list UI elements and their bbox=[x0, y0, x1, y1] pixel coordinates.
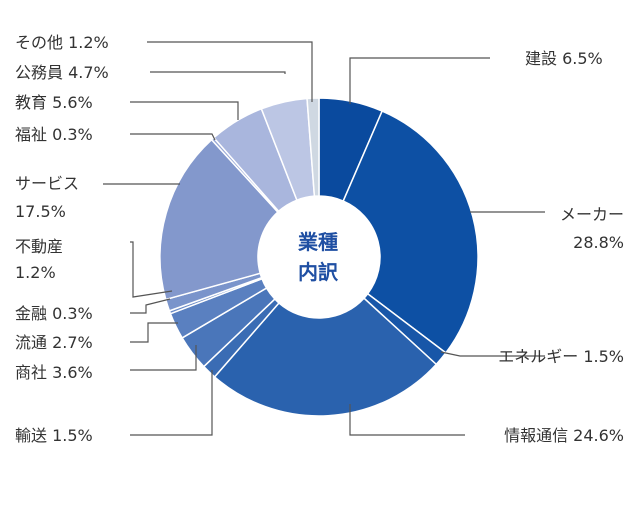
label-name-不動産: 不動産 bbox=[15, 237, 63, 256]
label-建設: 建設 6.5% bbox=[525, 49, 603, 68]
leader-line-不動産 bbox=[130, 241, 173, 298]
label-その他: その他 1.2% bbox=[15, 33, 109, 52]
label-輸送: 輸送 1.5% bbox=[15, 426, 93, 445]
label-金融: 金融 0.3% bbox=[15, 304, 93, 323]
slice-labels: 建設 6.5% メーカー 28.8% エネルギー 1.5% 情報通信 24.6% 輸送 1… bbox=[15, 33, 624, 445]
label-流通: 流通 2.7% bbox=[15, 333, 93, 352]
leader-line-公務員 bbox=[150, 71, 286, 74]
leader-line-金融 bbox=[130, 298, 171, 314]
donut-slices bbox=[159, 97, 479, 417]
leader-line-教育 bbox=[130, 101, 239, 120]
label-情報通信: 情報通信 24.6% bbox=[504, 426, 624, 445]
center-label-line-2: 内訳 bbox=[298, 260, 339, 284]
leader-line-商社 bbox=[130, 345, 197, 371]
slice-その他 bbox=[306, 97, 320, 197]
label-商社: 商社 3.6% bbox=[15, 363, 93, 382]
leader-line-情報通信 bbox=[349, 404, 465, 436]
label-value-メーカー: 28.8% bbox=[573, 233, 624, 252]
slice-メーカー bbox=[342, 110, 479, 354]
leader-line-建設 bbox=[349, 57, 490, 104]
leader-lines bbox=[103, 41, 545, 436]
label-value-不動産: 1.2% bbox=[15, 263, 56, 282]
leader-line-輸送 bbox=[130, 370, 213, 436]
center-label-line-1: 業種 bbox=[298, 230, 338, 254]
label-福祉: 福祉 0.3% bbox=[15, 125, 93, 144]
leader-line-福祉 bbox=[130, 133, 216, 141]
slice-サービス bbox=[159, 138, 279, 301]
label-value-サービス: 17.5% bbox=[15, 202, 66, 221]
label-教育: 教育 5.6% bbox=[15, 93, 93, 112]
leader-line-流通 bbox=[130, 322, 178, 343]
label-name-メーカー: メーカー bbox=[560, 205, 624, 224]
leader-line-その他 bbox=[147, 41, 313, 102]
leader-line-エネルギー bbox=[440, 351, 545, 357]
label-name-サービス: サービス bbox=[15, 174, 79, 193]
label-エネルギー: エネルギー 1.5% bbox=[498, 347, 624, 366]
slice-情報通信 bbox=[213, 297, 438, 417]
label-公務員: 公務員 4.7% bbox=[15, 63, 109, 82]
